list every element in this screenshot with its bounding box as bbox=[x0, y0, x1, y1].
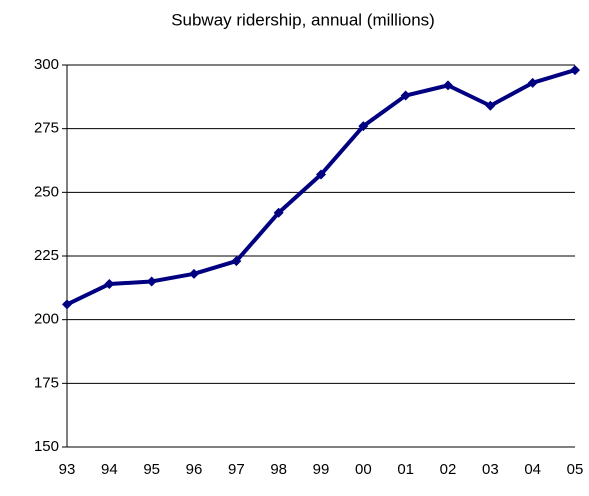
data-point bbox=[104, 279, 115, 290]
data-point bbox=[146, 276, 157, 287]
data-point bbox=[443, 80, 453, 91]
x-tick-label: 01 bbox=[397, 461, 414, 478]
x-tick-label: 97 bbox=[228, 461, 245, 478]
x-tick-label: 05 bbox=[567, 461, 584, 478]
x-tick-label: 98 bbox=[270, 461, 287, 478]
y-tick-label: 225 bbox=[34, 247, 59, 264]
data-point bbox=[62, 299, 72, 310]
x-tick-label: 00 bbox=[355, 461, 372, 478]
chart-title: Subway ridership, annual (millions) bbox=[171, 10, 435, 29]
y-tick-label: 175 bbox=[34, 374, 59, 391]
data-point bbox=[485, 100, 496, 111]
x-tick-label: 93 bbox=[59, 461, 76, 478]
x-tick-label: 94 bbox=[101, 461, 118, 478]
y-tick-label: 150 bbox=[34, 438, 59, 455]
data-point bbox=[527, 77, 538, 88]
y-tick-label: 275 bbox=[34, 120, 59, 137]
data-point bbox=[273, 207, 284, 218]
y-tick-label: 200 bbox=[34, 311, 59, 328]
x-tick-label: 95 bbox=[143, 461, 160, 478]
data-point bbox=[400, 90, 411, 101]
x-tick-label: 04 bbox=[524, 461, 541, 478]
data-point bbox=[570, 65, 580, 76]
data-point bbox=[189, 268, 199, 279]
data-line bbox=[66, 68, 576, 307]
x-tick-label: 96 bbox=[186, 461, 203, 478]
x-tick-label: 03 bbox=[482, 461, 499, 478]
data-point bbox=[231, 256, 242, 267]
y-tick-label: 250 bbox=[34, 183, 59, 200]
y-tick-label: 300 bbox=[34, 56, 59, 73]
data-point bbox=[358, 121, 369, 132]
x-tick-label: 99 bbox=[313, 461, 330, 478]
x-tick-label: 02 bbox=[440, 461, 457, 478]
data-point bbox=[316, 169, 326, 180]
